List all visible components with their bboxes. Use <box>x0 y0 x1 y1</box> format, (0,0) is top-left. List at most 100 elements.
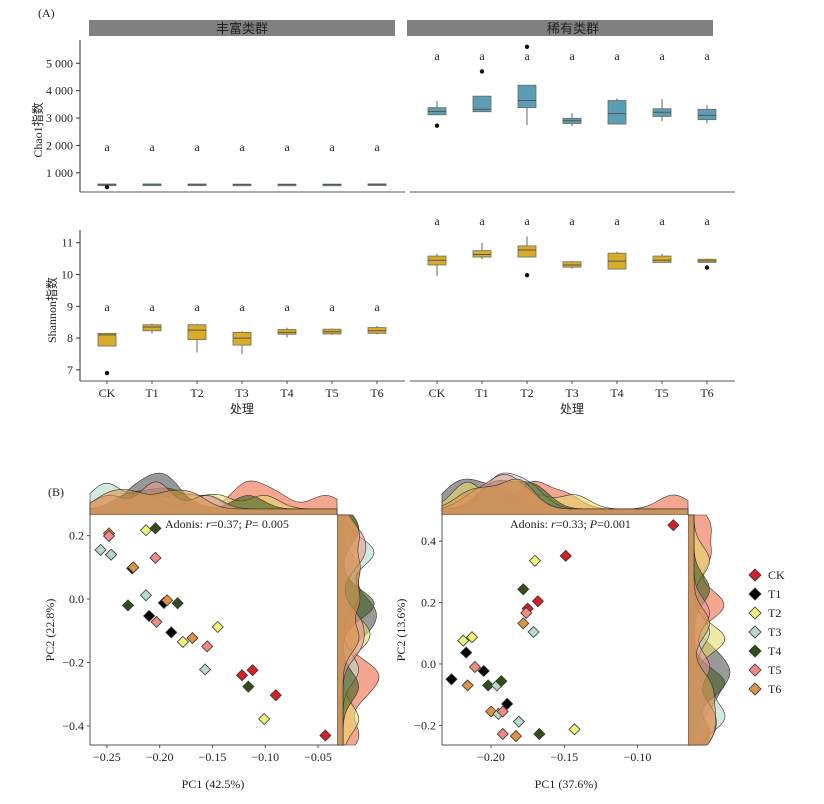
y-tick-label: 5 000 <box>46 56 73 70</box>
strip-label-rare: 稀有类群 <box>547 21 599 36</box>
point-T3 <box>512 715 525 728</box>
point-T6 <box>186 632 199 645</box>
legend-marker-T3 <box>748 625 762 639</box>
point-T4 <box>482 679 495 692</box>
significance-letter: a <box>149 300 155 314</box>
outlier-point <box>104 370 110 376</box>
top-density-T6 <box>89 489 338 516</box>
point-T6 <box>517 617 530 630</box>
panel-b-pcoa: −0.25 −0.20 −0.15 −0.10 −0.05 0.2 0.0 −0.2 −0.4 A… <box>62 472 731 764</box>
point-CK <box>667 519 680 532</box>
point-T5 <box>520 606 533 620</box>
point-T4 <box>171 597 184 610</box>
point-CK <box>319 729 332 742</box>
significance-letter: a <box>614 214 620 228</box>
box <box>142 324 162 332</box>
significance-letter: a <box>374 140 380 154</box>
y-tick-label: −0.2 <box>62 656 84 670</box>
significance-letter: a <box>239 300 245 314</box>
shannon-x-axis-title-left: 处理 <box>230 402 254 416</box>
legend-marker-T6 <box>748 682 762 696</box>
pcoa-right-x-axis-title: PC1 (37.6%) <box>535 777 598 791</box>
point-T6 <box>509 730 523 743</box>
plot-area <box>442 515 688 745</box>
legend-label: T1 <box>768 587 781 601</box>
box <box>517 245 537 258</box>
y-tick-label: 0.0 <box>69 592 84 606</box>
point-T5 <box>201 640 214 653</box>
x-tick-label: T4 <box>280 386 293 400</box>
box <box>187 324 207 341</box>
outlier-point <box>479 69 485 74</box>
outlier-point <box>524 272 530 278</box>
point-T3 <box>527 625 540 639</box>
x-tick-label: T6 <box>370 386 383 400</box>
point-T4 <box>242 680 255 693</box>
x-tick-label: −0.20 <box>146 750 174 764</box>
adonis-annotation: Adonis: r=0.33; P=0.001 <box>510 517 631 531</box>
box <box>472 95 492 113</box>
point-T1 <box>460 646 473 659</box>
y-tick-label: 4 000 <box>46 84 73 98</box>
point-T1 <box>143 609 156 622</box>
point-T5 <box>468 660 482 674</box>
point-CK <box>246 664 259 677</box>
point-T3 <box>139 589 153 602</box>
x-tick-label: −0.10 <box>624 750 652 764</box>
x-tick-label: T3 <box>565 386 578 400</box>
point-T3 <box>94 543 107 556</box>
shannon-y-axis-title: Shannon指数 <box>44 277 59 343</box>
significance-letter: a <box>434 49 440 63</box>
significance-letter: a <box>524 214 530 228</box>
box <box>607 100 627 125</box>
point-T1 <box>477 664 490 678</box>
significance-letter: a <box>704 49 710 63</box>
x-tick-label: T1 <box>475 386 488 400</box>
significance-letter: a <box>329 300 335 314</box>
shannon-x-axis-title-right: 处理 <box>560 402 584 416</box>
point-CK <box>235 669 249 682</box>
x-tick-label: T3 <box>235 386 248 400</box>
point-CK <box>269 689 282 702</box>
plot-area <box>90 515 337 745</box>
significance-letter: a <box>569 214 575 228</box>
significance-letter: a <box>104 140 110 154</box>
point-T4 <box>533 727 546 741</box>
point-T6 <box>160 594 174 607</box>
x-tick-label: −0.25 <box>93 750 121 764</box>
significance-letter: a <box>329 140 335 154</box>
y-tick-label: 11 <box>61 236 73 250</box>
x-tick-label: CK <box>429 386 446 400</box>
point-T6 <box>461 679 474 692</box>
significance-letter: a <box>614 49 620 63</box>
point-T6 <box>484 705 498 718</box>
x-tick-label: −0.15 <box>550 750 578 764</box>
significance-letter: a <box>524 49 530 63</box>
x-tick-label: −0.05 <box>304 750 332 764</box>
significance-letter: a <box>374 300 380 314</box>
right-density-T6 <box>336 514 361 746</box>
y-tick-label: 7 <box>67 363 73 377</box>
point-T2 <box>528 554 542 567</box>
significance-letter: a <box>284 140 290 154</box>
legend-label: T2 <box>768 606 781 620</box>
adonis-p-value: =0.001 <box>597 517 631 531</box>
panel-label-b: (B) <box>48 485 64 499</box>
box <box>517 84 537 109</box>
point-T2 <box>568 723 581 736</box>
x-tick-label: T5 <box>655 386 668 400</box>
legend-label: T6 <box>768 682 781 696</box>
adonis-prefix: Adonis: <box>510 517 551 531</box>
box <box>472 250 492 258</box>
y-tick-label: 0.2 <box>421 596 436 610</box>
significance-letter: a <box>194 300 200 314</box>
y-tick-label: 2 000 <box>46 138 73 152</box>
x-tick-label: T4 <box>610 386 623 400</box>
box <box>232 331 252 346</box>
adonis-r-label: r <box>206 517 211 531</box>
significance-letter: a <box>149 140 155 154</box>
point-T6 <box>127 561 140 574</box>
outlier-point <box>104 184 110 190</box>
x-tick-label: T2 <box>520 386 533 400</box>
